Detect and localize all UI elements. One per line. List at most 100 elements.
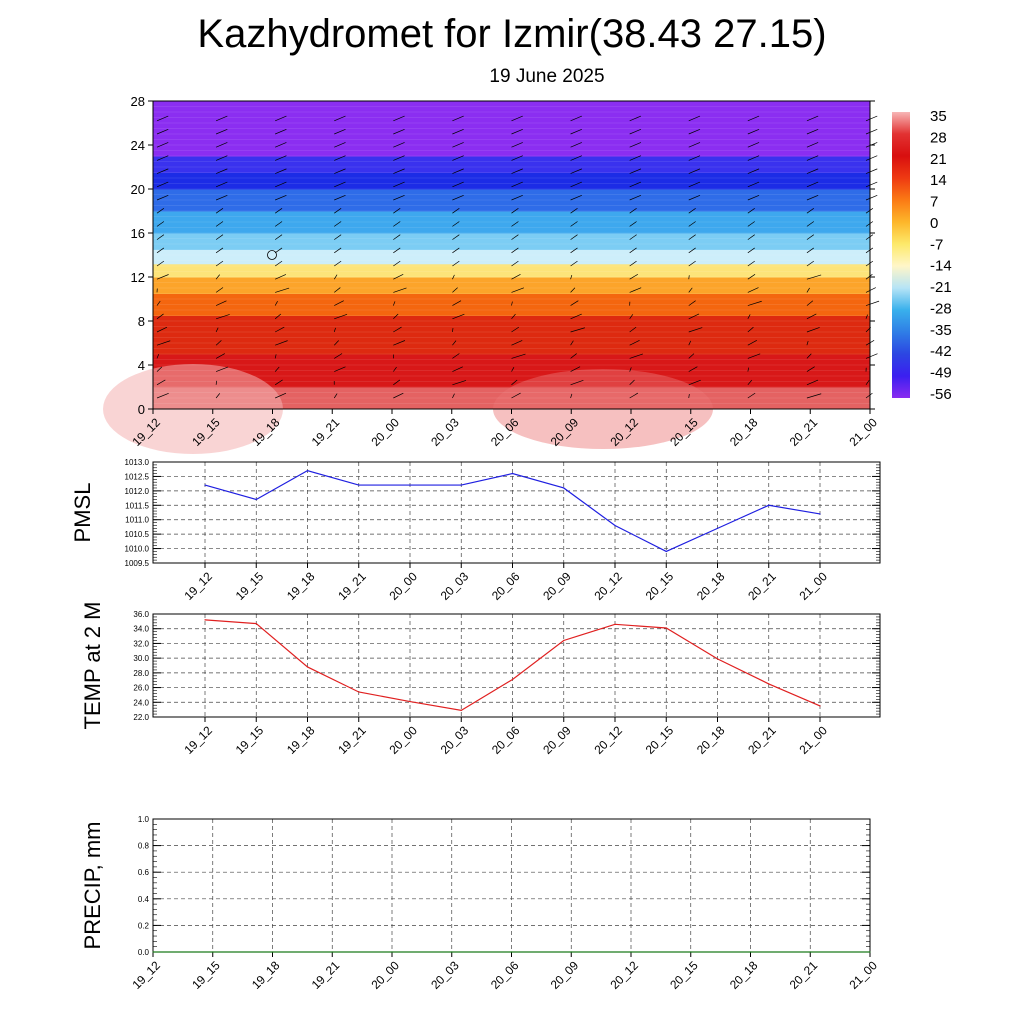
colorbar-label: 35 [930, 108, 947, 125]
data-point [570, 951, 572, 953]
wind-barb [393, 366, 397, 372]
data-point [358, 484, 360, 486]
y-tick-label: 4 [138, 358, 145, 373]
y-tick-label: 0 [138, 402, 145, 417]
wind-barb [806, 194, 819, 201]
wind-barb [156, 208, 165, 214]
wind-barb [806, 366, 815, 372]
wind-barb [393, 128, 405, 135]
wind-barb [393, 142, 405, 148]
wind-barb [570, 221, 578, 227]
wind-barb [156, 115, 169, 122]
x-tick-label: 19_15 [233, 569, 267, 603]
wind-barb [275, 128, 287, 135]
colorbar-label: 14 [930, 172, 947, 189]
wind-barb [570, 300, 579, 306]
wind-barb [688, 115, 701, 122]
heat-band [153, 172, 870, 190]
x-tick-label: 19_18 [284, 723, 318, 757]
wind-barb [511, 340, 523, 346]
colorbar-label: -21 [930, 279, 952, 296]
wind-barb [215, 155, 228, 161]
wind-barb [865, 115, 878, 122]
wind-barb [747, 392, 756, 399]
wind-barb [334, 168, 346, 174]
y-tick-label: 0.2 [138, 921, 150, 930]
wind-barb [511, 155, 523, 161]
wind-barb [393, 155, 405, 161]
x-tick-label: 19_21 [335, 569, 369, 603]
wind-barb [629, 128, 642, 135]
wind-barb [156, 181, 169, 188]
x-tick-label: 20_03 [428, 415, 462, 449]
wind-barb [688, 287, 693, 293]
wind-barb [570, 194, 582, 201]
data-point [460, 709, 462, 711]
wind-barb [629, 326, 637, 333]
colorbar-label: -49 [930, 365, 952, 382]
wind-barb [215, 340, 222, 346]
y-tick-label: 20 [131, 182, 145, 197]
wind-barb [629, 142, 642, 148]
wind-barb [215, 142, 228, 148]
wind-barb [806, 247, 815, 254]
wind-barb [274, 260, 283, 267]
wind-barb [452, 260, 460, 267]
wind-barb [452, 366, 463, 372]
wind-barb [452, 300, 462, 306]
wind-barb [452, 128, 464, 135]
x-tick-label: 20_00 [368, 415, 402, 449]
wind-barb [215, 168, 228, 174]
wind-barb [334, 366, 346, 372]
wind-barb [274, 313, 282, 320]
wind-barb [688, 327, 703, 333]
wind-barb [747, 128, 760, 135]
wind-barb [688, 234, 696, 240]
heat-band [153, 189, 870, 212]
y-tick-label: 0.6 [138, 868, 150, 877]
wind-barb [452, 327, 454, 333]
wind-barb [806, 142, 819, 148]
wind-barb [393, 379, 401, 386]
wind-barb [806, 393, 822, 399]
wind-barb [865, 208, 874, 214]
data-point [451, 951, 453, 953]
colorbar-label: -7 [930, 236, 943, 253]
wind-barb [275, 181, 287, 188]
wind-barb [570, 181, 582, 188]
data-point [563, 487, 565, 489]
x-tick-label: 19_15 [189, 958, 223, 992]
wind-barb [215, 234, 224, 240]
wind-barb [629, 340, 640, 346]
y-tick-label: 0.8 [138, 842, 150, 851]
wind-barb [688, 247, 696, 254]
wind-barb [688, 208, 696, 214]
wind-barb [511, 367, 515, 372]
wind-barb [215, 221, 224, 227]
wind-barb [452, 221, 460, 227]
wind-barb [156, 274, 169, 280]
wind-barb [333, 327, 336, 333]
y-tick-label: 1009.5 [125, 559, 150, 568]
y-tick-label: 1011.5 [125, 501, 149, 510]
wind-barb [688, 393, 690, 399]
wind-barb [215, 115, 228, 122]
wind-barb [511, 181, 523, 188]
wind-barb [511, 128, 523, 135]
x-tick-label: 20_03 [438, 569, 472, 603]
x-tick-label: 20_21 [787, 958, 821, 992]
panel-frame [152, 461, 881, 564]
data-point [716, 527, 719, 529]
temp-panel: 22.0 24.0 26.0 28.0 30.0 32.0 34.0 36.0 19_12 19_… [80, 602, 881, 757]
wind-barb [452, 353, 460, 359]
wind-barb [747, 379, 753, 386]
colorbar-label: -42 [930, 343, 952, 360]
wind-barb [747, 353, 761, 359]
wind-barb [215, 287, 224, 293]
wind-barb [747, 326, 754, 333]
wind-barb [688, 366, 698, 372]
wind-barb [215, 274, 220, 280]
wind-barb [393, 247, 401, 254]
wind-barb [688, 155, 701, 161]
wind-barb [452, 340, 457, 346]
